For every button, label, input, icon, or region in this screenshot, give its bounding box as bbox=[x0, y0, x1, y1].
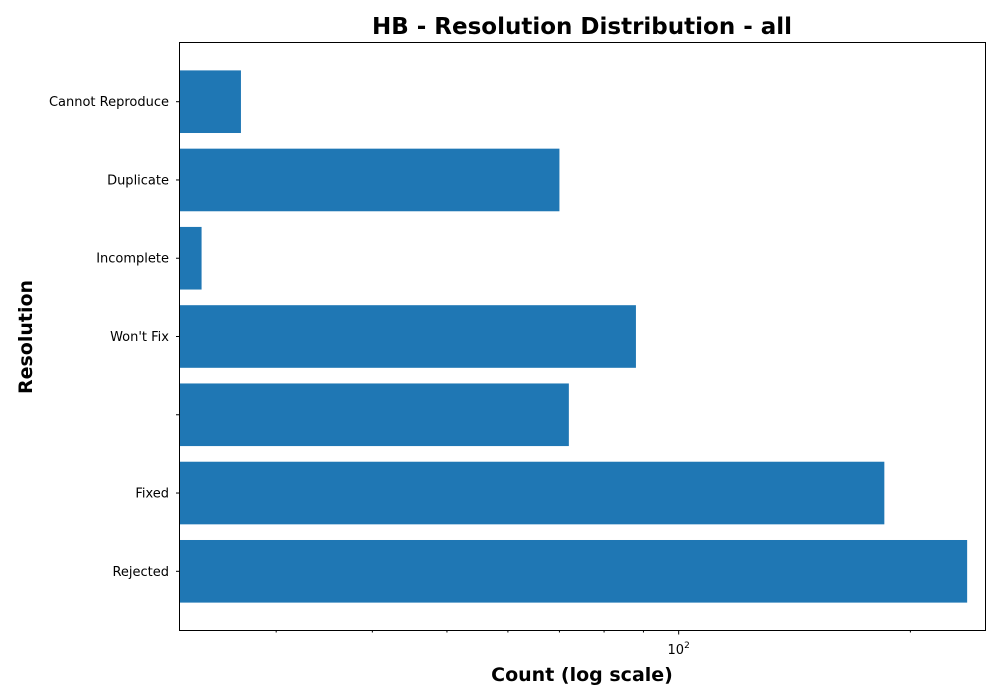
bar-unlabeled bbox=[180, 383, 569, 447]
bar-won-t-fix bbox=[180, 305, 636, 368]
y-axis-ticks: Cannot Reproduce Duplicate Incomplete Won't… bbox=[49, 95, 180, 580]
bars-group bbox=[180, 70, 968, 603]
y-tick-label: Incomplete bbox=[96, 252, 169, 267]
x-axis-ticks: 102 bbox=[275, 630, 911, 658]
y-tick-label: Rejected bbox=[112, 565, 169, 580]
bar-duplicate bbox=[180, 148, 560, 212]
y-tick-label: Cannot Reproduce bbox=[49, 95, 169, 110]
y-tick-label: Won't Fix bbox=[110, 330, 169, 345]
bar-incomplete bbox=[180, 226, 202, 290]
x-tick-label: 102 bbox=[668, 641, 690, 658]
bar-cannot-reproduce bbox=[180, 70, 241, 134]
chart-title: HB - Resolution Distribution - all bbox=[372, 14, 792, 40]
bar-rejected bbox=[180, 539, 968, 603]
plot-frame bbox=[179, 42, 986, 631]
x-axis-label: Count (log scale) bbox=[491, 664, 673, 686]
bar-fixed bbox=[180, 461, 885, 525]
y-tick-label: Duplicate bbox=[107, 173, 169, 188]
y-axis-label: Resolution bbox=[15, 280, 37, 394]
y-tick-label: Fixed bbox=[135, 487, 169, 502]
